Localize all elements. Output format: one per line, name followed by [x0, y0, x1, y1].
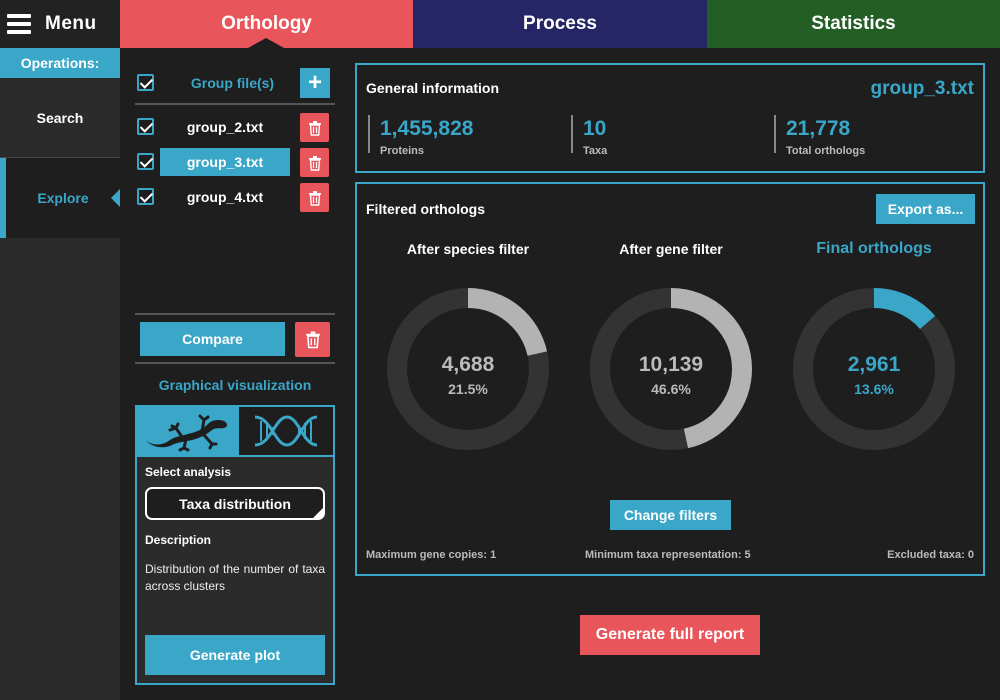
- stat-proteins-label: Proteins: [380, 145, 425, 157]
- stat-divider: [774, 115, 776, 153]
- stat-taxa-label: Taxa: [583, 145, 608, 157]
- donut-value-gene: 10,139: [638, 353, 704, 376]
- file-checkbox-group-4[interactable]: [137, 188, 154, 205]
- dropdown-corner-icon: [313, 508, 323, 518]
- donut-species-filter: [387, 288, 549, 450]
- group-files-label: Group file(s): [190, 75, 275, 91]
- tab-statistics[interactable]: Statistics: [707, 0, 1000, 48]
- operations-label: Operations:: [0, 48, 120, 78]
- donut-title-final: Final orthologs: [816, 240, 932, 257]
- donut-value-final: 2,961: [847, 353, 901, 376]
- stat-proteins-value: 1,455,828: [380, 117, 474, 140]
- file-item-group-3[interactable]: group_3.txt: [160, 148, 290, 176]
- select-analysis-label: Select analysis: [145, 465, 232, 479]
- delete-compare-button[interactable]: [295, 322, 330, 357]
- donut-title-gene: After gene filter: [619, 241, 723, 257]
- active-caret-icon: [111, 189, 120, 207]
- hamburger-icon: [7, 14, 31, 34]
- sidebar-item-explore[interactable]: Explore: [0, 158, 120, 238]
- filtered-orthologs-title: Filtered orthologs: [366, 201, 485, 217]
- select-all-checkbox[interactable]: [137, 74, 154, 91]
- file-item-group-4[interactable]: group_4.txt: [186, 189, 264, 205]
- tab-label: Process: [523, 13, 597, 34]
- trash-icon: [308, 155, 321, 171]
- sidebar-item-search[interactable]: Search: [0, 78, 120, 158]
- donut-arc-species: [387, 288, 549, 450]
- filtered-orthologs-panel: Filtered orthologs Export as... After sp…: [355, 182, 985, 576]
- change-filters-button[interactable]: Change filters: [610, 500, 731, 530]
- tab-label: Orthology: [221, 13, 312, 34]
- compare-button[interactable]: Compare: [140, 322, 285, 356]
- stat-orthologs-label: Total orthologs: [786, 145, 866, 157]
- stat-divider: [571, 115, 573, 153]
- excluded-taxa-text: Excluded taxa: 0: [887, 549, 974, 561]
- divider: [135, 313, 335, 315]
- stat-orthologs-value: 21,778: [786, 117, 851, 140]
- analysis-select-value: Taxa distribution: [179, 495, 291, 512]
- current-file-name: group_3.txt: [870, 78, 974, 99]
- add-file-button[interactable]: +: [300, 68, 330, 98]
- tab-divider: [137, 455, 333, 457]
- gecko-icon: [146, 414, 227, 452]
- tab-gene-analysis[interactable]: [237, 407, 333, 455]
- file-item-group-2[interactable]: group_2.txt: [186, 119, 264, 135]
- donut-gene-filter: [590, 288, 752, 450]
- general-information-title: General information: [366, 80, 500, 96]
- visualization-panel: Select analysis Taxa distribution Descri…: [135, 405, 335, 685]
- donut-percent-species: 21.5%: [448, 381, 488, 397]
- donut-arc-gene: [590, 288, 752, 450]
- delete-file-button[interactable]: [300, 148, 329, 177]
- analysis-select[interactable]: Taxa distribution: [145, 487, 325, 520]
- tab-orthology[interactable]: Orthology: [120, 0, 413, 48]
- description-text: Distribution of the number of taxa acros…: [145, 562, 325, 593]
- generate-plot-button[interactable]: Generate plot: [145, 635, 325, 675]
- max-gene-copies-text: Maximum gene copies: 1: [366, 549, 497, 561]
- menu-label: Menu: [45, 13, 97, 34]
- trash-icon: [308, 120, 321, 136]
- sidebar-item-label: Explore: [37, 190, 89, 206]
- donut-percent-gene: 46.6%: [651, 381, 691, 397]
- dna-icon: [254, 415, 318, 447]
- divider: [135, 362, 335, 364]
- tab-process[interactable]: Process: [413, 0, 707, 48]
- trash-icon: [308, 190, 321, 206]
- donut-percent-final: 13.6%: [854, 381, 894, 397]
- plus-icon: +: [307, 69, 322, 96]
- tab-species-analysis[interactable]: [137, 407, 237, 455]
- trash-icon: [305, 331, 320, 349]
- delete-file-button[interactable]: [300, 113, 329, 142]
- sidebar-item-label: Search: [36, 109, 84, 126]
- donut-arc-final: [793, 288, 955, 450]
- export-button[interactable]: Export as...: [876, 194, 975, 224]
- file-checkbox-group-3[interactable]: [137, 153, 154, 170]
- tab-label: Statistics: [811, 13, 896, 34]
- delete-file-button[interactable]: [300, 183, 329, 212]
- general-information-panel: General information group_3.txt 1,455,82…: [355, 63, 985, 173]
- active-tab-notch: [248, 38, 284, 48]
- visualization-title: Graphical visualization: [158, 377, 312, 393]
- donut-value-species: 4,688: [441, 353, 495, 376]
- min-taxa-text: Minimum taxa representation: 5: [585, 549, 751, 561]
- donut-final-orthologs: [793, 288, 955, 450]
- generate-report-button[interactable]: Generate full report: [580, 615, 760, 655]
- file-checkbox-group-2[interactable]: [137, 118, 154, 135]
- analysis-form: Select analysis Taxa distribution Descri…: [137, 457, 333, 683]
- menu-button[interactable]: Menu: [0, 0, 120, 48]
- stat-taxa-value: 10: [583, 117, 607, 140]
- donut-title-species: After species filter: [406, 241, 530, 257]
- stat-divider: [368, 115, 370, 153]
- description-label: Description: [145, 533, 212, 547]
- divider: [135, 103, 335, 105]
